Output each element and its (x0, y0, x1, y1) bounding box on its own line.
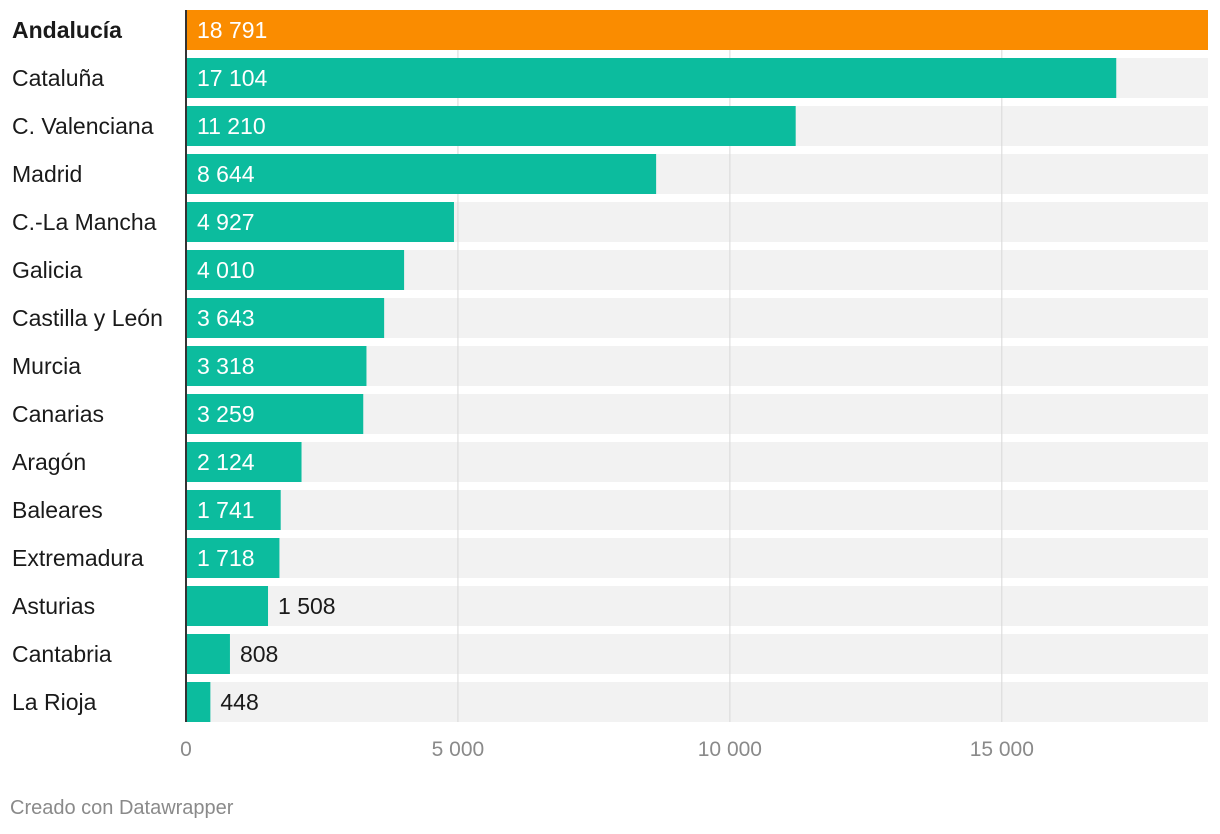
bar (186, 10, 1208, 50)
value-label: 448 (220, 689, 258, 715)
bar (186, 250, 405, 290)
bar-track (186, 490, 1208, 530)
tick-label: 0 (180, 738, 192, 761)
bar-track (186, 682, 1208, 722)
bar (186, 394, 364, 434)
bar (186, 490, 281, 530)
category-label: Canarias (12, 401, 104, 427)
bar (186, 154, 657, 194)
value-label: 1 718 (197, 545, 255, 571)
category-label: C.-La Mancha (12, 209, 157, 235)
bar-track (186, 586, 1208, 626)
value-label: 17 104 (197, 65, 268, 91)
value-label: 1 741 (197, 497, 255, 523)
bar (186, 58, 1117, 98)
category-label: Cantabria (12, 641, 112, 667)
tick-label: 15 000 (970, 738, 1034, 761)
bar (186, 346, 367, 386)
credit-text[interactable]: Creado con Datawrapper (10, 797, 234, 819)
category-label: Galicia (12, 257, 83, 283)
category-label: Asturias (12, 593, 95, 619)
category-label: Extremadura (12, 545, 144, 571)
value-label: 11 210 (197, 113, 266, 139)
bar (186, 634, 230, 674)
value-label: 4 010 (197, 257, 255, 283)
value-label: 8 644 (197, 161, 255, 187)
tick-label: 10 000 (698, 738, 762, 761)
bar (186, 586, 269, 626)
bar (186, 442, 302, 482)
value-label: 2 124 (197, 449, 255, 475)
bar-chart: Andalucía 18 791 Cataluña 17 104 C. Valencia… (12, 10, 1208, 761)
value-label: 1 508 (278, 593, 336, 619)
bar (186, 298, 385, 338)
value-label: 4 927 (197, 209, 255, 235)
category-label: Andalucía (12, 17, 122, 43)
value-label: 808 (240, 641, 278, 667)
category-label: Castilla y León (12, 305, 163, 331)
category-label: Madrid (12, 161, 82, 187)
category-label: Aragón (12, 449, 86, 475)
category-label: C. Valenciana (12, 113, 154, 139)
bar (186, 682, 211, 722)
tick-label: 5 000 (432, 738, 485, 761)
bar (186, 202, 454, 242)
category-label: Cataluña (12, 65, 104, 91)
bar-track (186, 442, 1208, 482)
bar (186, 538, 280, 578)
category-label: Murcia (12, 353, 81, 379)
value-label: 3 643 (197, 305, 255, 331)
bar-track (186, 634, 1208, 674)
bar (186, 106, 796, 146)
value-label: 3 318 (197, 353, 255, 379)
category-label: La Rioja (12, 689, 97, 715)
bar-track (186, 538, 1208, 578)
category-label: Baleares (12, 497, 103, 523)
value-label: 18 791 (197, 17, 267, 43)
value-label: 3 259 (197, 401, 255, 427)
